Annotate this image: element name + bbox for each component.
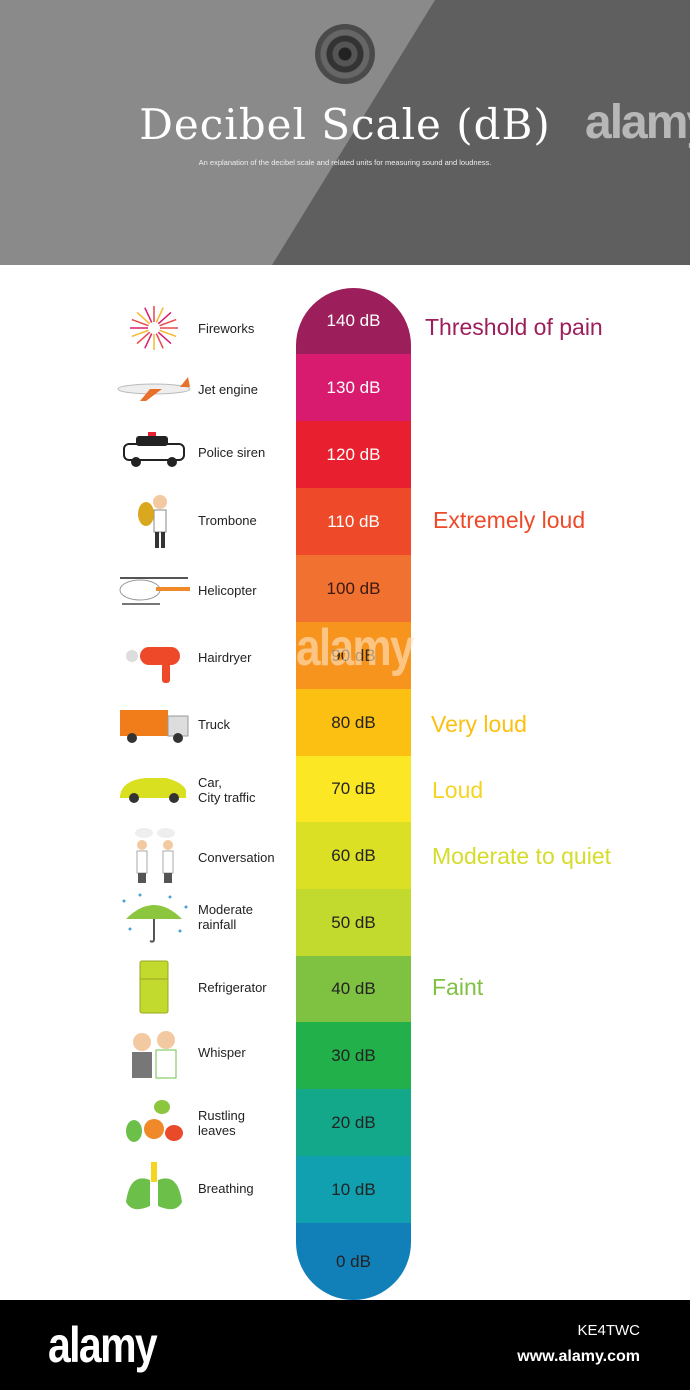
helicopter-icon — [110, 560, 198, 620]
loudness-level-label: Loud — [432, 777, 484, 803]
sound-source-label: Truck — [198, 716, 231, 732]
sound-source-label: Hairdryer — [198, 649, 252, 665]
truck-icon — [110, 694, 198, 754]
sound-source-item: Breathing — [110, 1158, 290, 1218]
conversation-icon — [110, 827, 198, 887]
sound-source-item: Rustling leaves — [110, 1093, 290, 1153]
loudness-level-label: Faint — [432, 974, 484, 1000]
sound-source-item: Jet engine — [110, 359, 290, 419]
sound-source-item: Trombone — [110, 490, 290, 550]
sound-source-label: Rustling leaves — [198, 1108, 245, 1138]
whisper-icon — [110, 1022, 198, 1082]
scale-segment: 60 dB — [296, 822, 411, 889]
decibel-label: 90 dB — [331, 645, 376, 665]
sound-source-item: Whisper — [110, 1022, 290, 1082]
scale-segment: 130 dB — [296, 354, 411, 421]
sound-source-item: Moderate rainfall — [110, 887, 290, 947]
loudness-level-label: Threshold of pain — [425, 314, 603, 340]
sound-source-label: Fireworks — [198, 320, 255, 336]
decibel-label: 50 dB — [331, 912, 376, 932]
header-banner: Decibel Scale (dB) An explanation of the… — [0, 0, 690, 265]
umbrella-icon — [110, 887, 198, 947]
loudness-level-label: Extremely loud — [433, 507, 586, 533]
leaves-icon — [110, 1093, 198, 1153]
loudness-level-label: Moderate to quiet — [432, 843, 612, 869]
image-id: KE4TWC — [577, 1322, 640, 1339]
sound-source-label: Moderate rainfall — [198, 902, 253, 932]
sound-source-item: Helicopter — [110, 560, 290, 620]
page-title: Decibel Scale (dB) — [139, 100, 551, 149]
hairdryer-icon — [110, 627, 198, 687]
sound-source-label: Car, City traffic — [198, 775, 256, 805]
loudness-level-label: Very loud — [431, 711, 527, 737]
decibel-scale-bar: 140 dB 130 dB 120 dB 110 dB 100 dB 90 dB 80 dB… — [296, 288, 411, 1300]
airplane-icon — [110, 359, 198, 419]
decibel-label: 30 dB — [331, 1045, 376, 1065]
page-subtitle: An explanation of the decibel scale and … — [198, 158, 492, 167]
lungs-icon — [110, 1158, 198, 1218]
decibel-label: 130 dB — [326, 377, 381, 397]
scale-segment: 120 dB — [296, 421, 411, 488]
decibel-label: 60 dB — [331, 845, 376, 865]
decibel-label: 40 dB — [331, 979, 376, 998]
sound-source-label: Helicopter — [198, 582, 257, 598]
fireworks-icon — [110, 298, 198, 358]
decibel-label: 140 dB — [326, 311, 381, 330]
decibel-label: 0 dB — [336, 1251, 371, 1271]
scale-segment: 20 dB — [296, 1089, 411, 1156]
sound-source-label: Trombone — [198, 512, 257, 528]
sound-source-label: Refrigerator — [198, 979, 267, 995]
decibel-label: 120 dB — [326, 444, 381, 464]
decibel-label: 100 dB — [326, 578, 381, 598]
scale-segment: 80 dB — [296, 689, 411, 756]
car-icon — [110, 760, 198, 820]
footer-url: www.alamy.com — [517, 1348, 640, 1365]
scale-segment: 40 dB — [296, 956, 411, 1022]
sound-source-item: Truck — [110, 694, 290, 754]
scale-segment: 70 dB — [296, 756, 411, 822]
police-car-icon — [110, 422, 198, 482]
decibel-label: 10 dB — [331, 1179, 376, 1199]
scale-segment: 90 dB — [296, 622, 411, 689]
decibel-label: 20 dB — [331, 1112, 376, 1132]
sound-source-label: Police siren — [198, 444, 266, 460]
sound-source-label: Whisper — [198, 1044, 246, 1060]
scale-segment: 50 dB — [296, 889, 411, 956]
watermark: alamy — [296, 619, 415, 677]
speaker-icon — [315, 24, 375, 84]
footer: alamy KE4TWC www.alamy.com — [0, 1300, 690, 1390]
trombone-player-icon — [110, 490, 198, 550]
scale-segment: 0 dB — [296, 1223, 411, 1300]
sound-source-item: Hairdryer — [110, 627, 290, 687]
scale-segment: 100 dB — [296, 555, 411, 622]
sound-source-item: Police siren — [110, 422, 290, 482]
sound-source-label: Conversation — [198, 849, 275, 865]
sound-source-item: Fireworks — [110, 298, 290, 358]
decibel-label: 70 dB — [331, 779, 376, 798]
scale-segment: 10 dB — [296, 1156, 411, 1223]
scale-segment: 30 dB — [296, 1022, 411, 1089]
watermark: alamy — [585, 96, 690, 149]
scale-segment: 110 dB — [296, 488, 411, 555]
footer-logo: alamy — [48, 1317, 158, 1373]
sound-source-item: Refrigerator — [110, 957, 290, 1017]
scale-segment: 140 dB — [296, 288, 411, 354]
decibel-label: 110 dB — [327, 511, 380, 531]
sound-source-label: Jet engine — [198, 381, 258, 397]
sound-source-item: Conversation — [110, 827, 290, 887]
sound-source-item: Car, City traffic — [110, 760, 290, 820]
sound-source-label: Breathing — [198, 1180, 254, 1196]
refrigerator-icon — [110, 957, 198, 1017]
decibel-label: 80 dB — [331, 712, 376, 732]
